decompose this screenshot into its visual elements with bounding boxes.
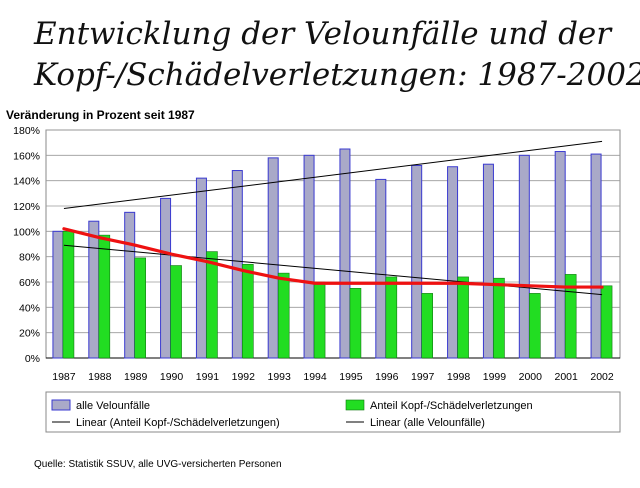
bar-anteil-kopf bbox=[349, 288, 362, 359]
y-tick-label: 80% bbox=[19, 252, 40, 264]
bar-alle-velounfaelle bbox=[482, 163, 494, 359]
x-tick-label: 2002 bbox=[590, 371, 614, 383]
bar-anteil-kopf bbox=[313, 281, 326, 359]
y-tick-label: 120% bbox=[13, 201, 40, 213]
legend-label-velo: alle Velounfälle bbox=[76, 400, 150, 412]
x-tick-label: 1997 bbox=[411, 371, 435, 383]
x-tick-label: 2001 bbox=[555, 371, 579, 383]
x-tick-label: 1993 bbox=[268, 371, 292, 383]
x-tick-label: 1990 bbox=[160, 371, 184, 383]
legend-swatch-velo bbox=[51, 399, 71, 411]
chart-title-line-2: Kopf-/Schädelverletzungen: 1987-2002 bbox=[34, 57, 640, 93]
bar-anteil-kopf bbox=[134, 257, 146, 359]
bar-alle-velounfaelle bbox=[195, 177, 207, 359]
y-tick-label: 160% bbox=[13, 150, 40, 162]
bar-anteil-kopf bbox=[385, 276, 398, 359]
bar-anteil-kopf bbox=[421, 293, 433, 359]
chart-title: Entwicklung der Velounfälle und der Kopf… bbox=[34, 14, 640, 96]
bar-anteil-kopf bbox=[529, 293, 541, 359]
bar-anteil-kopf bbox=[242, 263, 254, 359]
x-tick-label: 1999 bbox=[483, 371, 507, 383]
x-tick-label: 1998 bbox=[447, 371, 471, 383]
bar-alle-velounfaelle bbox=[518, 154, 530, 359]
y-tick-label: 100% bbox=[13, 226, 40, 238]
bar-alle-velounfaelle bbox=[590, 153, 602, 359]
x-tick-label: 1989 bbox=[124, 371, 148, 383]
y-tick-label: 140% bbox=[13, 176, 40, 188]
x-tick-label: 1995 bbox=[339, 371, 363, 383]
x-tick-label: 1994 bbox=[303, 371, 327, 383]
bar-alle-velounfaelle bbox=[411, 164, 423, 359]
bar-alle-velounfaelle bbox=[339, 148, 351, 359]
bar-alle-velounfaelle bbox=[231, 170, 243, 359]
x-tick-label: 1987 bbox=[52, 371, 76, 383]
x-tick-label: 1988 bbox=[88, 371, 112, 383]
bar-alle-velounfaelle bbox=[160, 197, 172, 359]
bar-alle-velounfaelle bbox=[267, 157, 279, 359]
y-tick-label: 60% bbox=[19, 277, 40, 289]
y-tick-label: 40% bbox=[19, 302, 40, 314]
source-note: Quelle: Statistik SSUV, alle UVG-versich… bbox=[34, 459, 282, 470]
legend-label-trend-velo: Linear (alle Velounfälle) bbox=[370, 417, 485, 429]
bar-anteil-kopf bbox=[457, 276, 469, 359]
bar-alle-velounfaelle bbox=[554, 151, 566, 359]
x-tick-label: 1991 bbox=[196, 371, 220, 383]
legend-label-kopf: Anteil Kopf-/Schädelverletzungen bbox=[370, 400, 533, 412]
bar-anteil-kopf bbox=[600, 285, 613, 359]
bar-anteil-kopf bbox=[170, 265, 182, 359]
bar-alle-velounfaelle bbox=[88, 220, 100, 359]
bar-anteil-kopf bbox=[493, 277, 505, 359]
bar-anteil-kopf bbox=[564, 274, 577, 359]
legend-box bbox=[45, 391, 621, 433]
x-tick-label: 1992 bbox=[232, 371, 256, 383]
bar-alle-velounfaelle bbox=[375, 178, 387, 359]
bar-anteil-kopf bbox=[98, 234, 111, 359]
bar-alle-velounfaelle bbox=[447, 166, 459, 359]
y-tick-label: 180% bbox=[13, 125, 40, 137]
x-tick-label: 1996 bbox=[375, 371, 399, 383]
bar-anteil-kopf bbox=[62, 231, 75, 359]
y-tick-label: 20% bbox=[19, 328, 40, 340]
bar-anteil-kopf bbox=[277, 272, 290, 359]
bar-alle-velounfaelle bbox=[52, 230, 64, 359]
bar-anteil-kopf bbox=[206, 251, 218, 359]
legend-label-trend-kopf: Linear (Anteil Kopf-/Schädelverletzungen… bbox=[76, 417, 280, 429]
chart-subtitle: Veränderung in Prozent seit 1987 bbox=[6, 108, 195, 122]
bar-alle-velounfaelle bbox=[124, 211, 136, 359]
legend-swatch-kopf bbox=[345, 399, 365, 411]
trendline-alle-velounfaelle bbox=[63, 140, 603, 210]
bar-alle-velounfaelle bbox=[303, 154, 315, 359]
x-tick-label: 2000 bbox=[519, 371, 543, 383]
red-line bbox=[62, 227, 604, 289]
y-tick-label: 0% bbox=[25, 353, 40, 365]
chart-title-line-1: Entwicklung der Velounfälle und der bbox=[34, 16, 612, 52]
